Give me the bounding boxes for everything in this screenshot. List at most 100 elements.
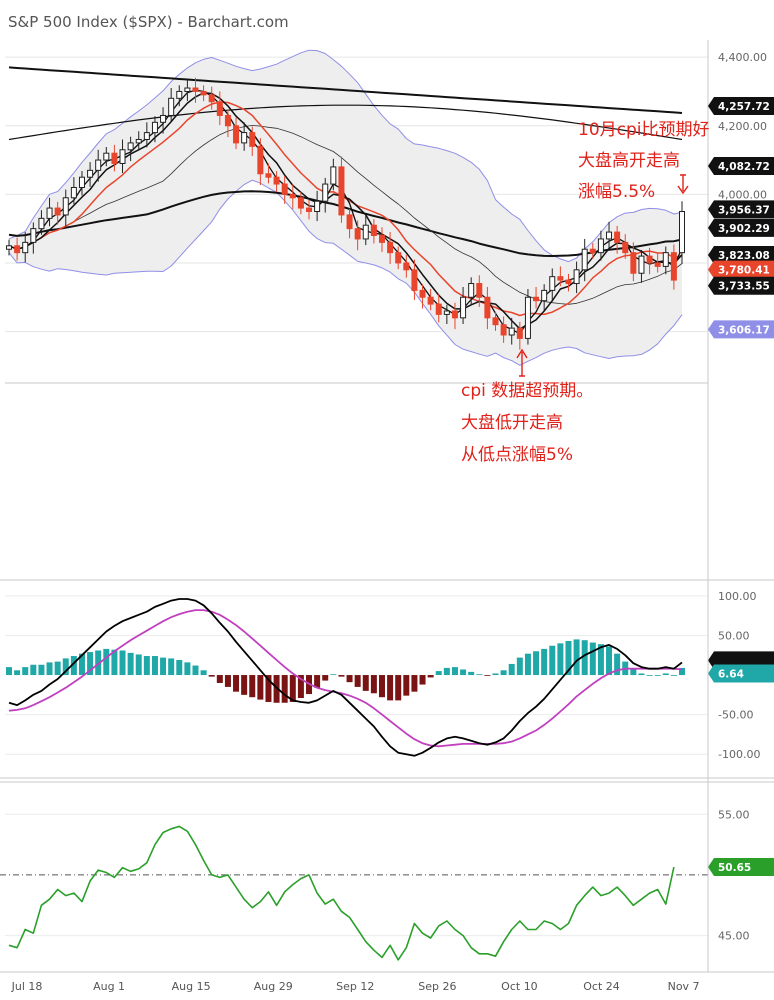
candle-body (516, 327, 523, 339)
price-value-tag (708, 246, 774, 265)
annotation-bottom-line3: 从低点涨幅5% (461, 445, 573, 465)
macd-histogram-bar (70, 656, 77, 676)
macd-histogram-bar (670, 675, 677, 676)
candle-body (549, 276, 556, 291)
candle-body (435, 303, 442, 315)
candle-body (524, 296, 531, 339)
bollinger-lower-line (8, 179, 683, 366)
candle-body (95, 159, 102, 171)
macd-histogram-bar (427, 675, 434, 678)
macd-histogram-bar (451, 667, 458, 676)
macd-histogram-bar (78, 653, 85, 676)
annotation-bottom-line1: cpi 数据超预期。 (461, 381, 593, 401)
macd-histogram-bar (346, 675, 353, 683)
macd-histogram-bar (87, 652, 94, 676)
candle-body (484, 296, 491, 319)
rsi-line (8, 825, 675, 961)
macd-histogram-bar (22, 667, 29, 676)
price-value-tag (708, 200, 774, 219)
macd-histogram-bar (492, 673, 499, 676)
annotation-top-line1: 10月cpi比预期好 (578, 120, 710, 140)
macd-histogram-bar (581, 640, 588, 676)
macd-histogram-bar (662, 673, 669, 676)
macd-last-value-tag (708, 664, 774, 683)
candle-body (597, 238, 604, 254)
macd-histogram-bar (362, 675, 369, 691)
macd-histogram-bar (184, 662, 191, 676)
candle-body (460, 296, 467, 319)
macd-last-value-label: 6.64 (718, 668, 744, 680)
chart-title: S&P 500 Index ($SPX) - Barchart.com (8, 13, 289, 31)
macd-histogram-bar (143, 656, 150, 676)
candle-body (208, 94, 215, 103)
candle-body (289, 193, 296, 199)
macd-histogram-bar (403, 675, 410, 696)
macd-histogram-bar (168, 658, 175, 676)
x-tick-label: Sep 26 (418, 980, 456, 993)
x-tick-label: Sep 12 (336, 980, 374, 993)
candle-body (22, 241, 29, 254)
candle-body (297, 197, 304, 209)
macd-histogram-bar (224, 675, 231, 687)
macd-histogram-bar (468, 671, 475, 676)
macd-histogram-bar (330, 674, 337, 676)
candle-body (257, 145, 264, 175)
candle-body (184, 87, 191, 92)
candle-body (233, 125, 240, 144)
price-value-tag-label: 3,733.55 (718, 281, 770, 293)
x-axis: Jul 18 Aug 1 Aug 15 Aug 29 Sep 12 Sep 26 Oct 1… (11, 40, 709, 993)
macd-histogram-bar (338, 675, 345, 677)
candle-body (314, 200, 321, 213)
candle-body (354, 228, 361, 240)
macd-histogram-bar (508, 663, 515, 676)
macd-histogram-bar (573, 639, 580, 676)
macd-histogram-bar (354, 675, 361, 687)
macd-histogram-bar (565, 640, 572, 676)
candle-body (338, 166, 345, 216)
macd-histogram-bar (127, 652, 134, 676)
candle-body (362, 224, 369, 240)
macd-histogram-bar (208, 675, 215, 677)
ma-100-line (8, 104, 683, 141)
candle-body (654, 262, 661, 267)
macd-histogram-bar (679, 667, 685, 676)
candle-body (395, 252, 402, 264)
price-panel: 4,000.00 4,200.00 4,400.00 (5, 49, 767, 384)
macd-histogram-bar (200, 670, 207, 676)
price-value-tag (708, 260, 774, 279)
candle-body (589, 248, 596, 254)
macd-histogram-bar (176, 659, 183, 676)
ma-20-line (8, 125, 683, 305)
candle-body (638, 255, 645, 274)
macd-histogram-bar (14, 670, 21, 676)
macd-histogram-bar (646, 675, 653, 676)
candle-body (565, 279, 572, 285)
annotation-bottom-line2: 大盘低开走高 (461, 413, 563, 433)
price-value-tag-label: 3,780.41 (718, 265, 770, 277)
macd-signal-line (8, 609, 683, 748)
candle-body (192, 87, 199, 92)
ma-200-line (8, 66, 683, 114)
candle-body (378, 235, 385, 243)
candle-body (614, 231, 621, 243)
macd-histogram-bar (38, 664, 45, 676)
candle-body (176, 90, 183, 99)
macd-histogram-bar (119, 650, 126, 676)
candle-body (38, 217, 45, 230)
macd-histogram-bar (524, 653, 531, 676)
price-value-tag (708, 96, 774, 115)
annotation-bottom: cpi 数据超预期。 大盘低开走高 从低点涨幅5% (461, 381, 593, 465)
macd-histogram-bar (476, 674, 483, 676)
macd-histogram-bar (257, 675, 264, 700)
macd-histogram-bar (297, 675, 304, 699)
macd-histogram-bar (589, 642, 596, 676)
macd-histogram-bar (135, 654, 142, 676)
bollinger-upper-line (8, 49, 683, 263)
candle-body (111, 152, 118, 164)
macd-histogram-bar (419, 675, 426, 685)
macd-histogram-bar (443, 667, 450, 676)
macd-histogram-bar (541, 648, 548, 676)
candle-body (135, 138, 142, 144)
x-tick-label: Oct 24 (583, 980, 620, 993)
x-tick-label: Nov 7 (668, 980, 700, 993)
